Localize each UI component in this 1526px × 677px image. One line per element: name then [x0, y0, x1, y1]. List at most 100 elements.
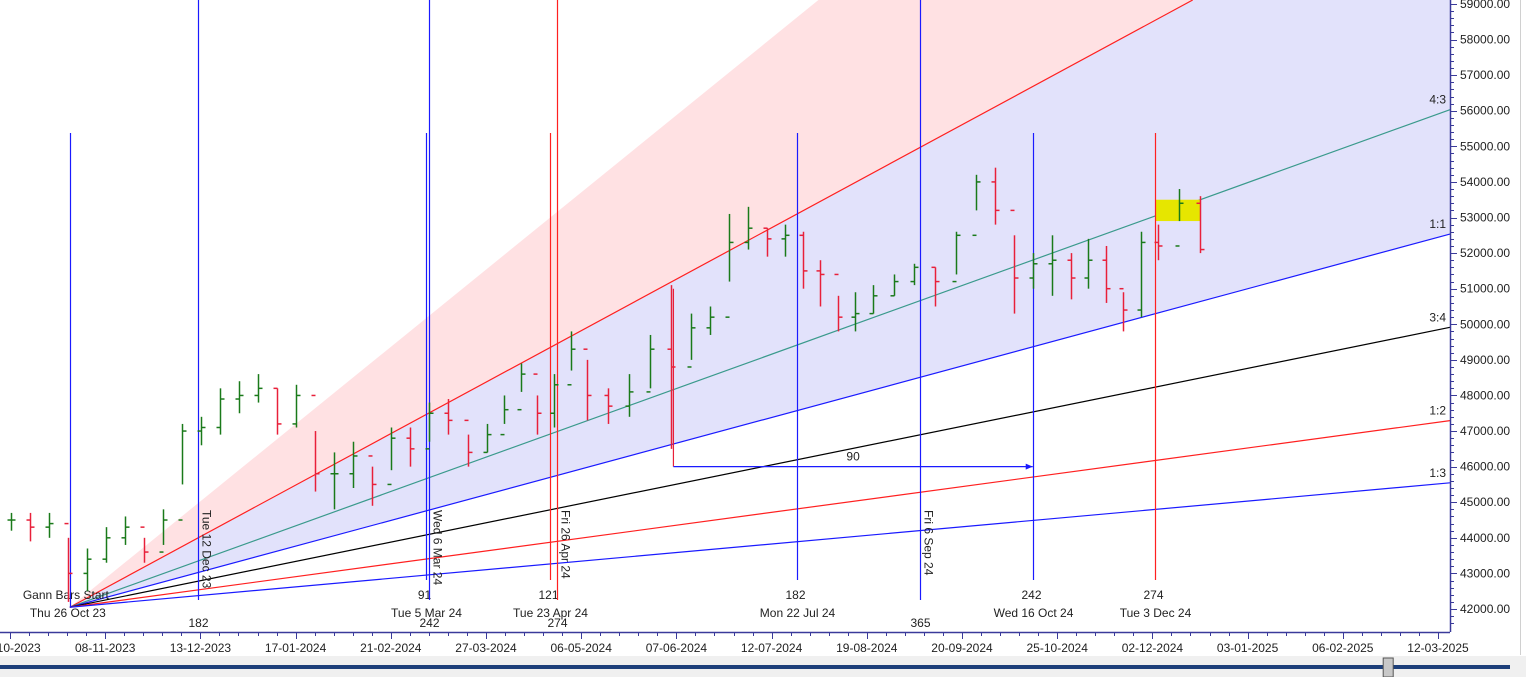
- ohlc-bar: [64, 522, 73, 602]
- y-tick-label: 46000.00: [1460, 460, 1510, 474]
- y-tick-label: 44000.00: [1460, 531, 1510, 545]
- ohlc-bar: [235, 381, 244, 414]
- ohlc-bar: [706, 306, 715, 335]
- x-tick-label: 07-06-2024: [646, 641, 708, 655]
- time-marker-count: 274: [547, 616, 567, 630]
- ohlc-bar: [972, 174, 981, 237]
- gann-fan-lines: 4:3 1:1 3:4 1:2 1:3: [69, 0, 1451, 608]
- highlight-box: [1155, 199, 1200, 222]
- y-axis: 42000.00 43000.00 44000.00 45000.00 46000.00…: [1449, 0, 1521, 655]
- ohlc-bar: [583, 348, 592, 421]
- ohlc-bar: [816, 260, 825, 307]
- ohlc-bar: [425, 402, 434, 450]
- x-tick-label: 25-10-2024: [1027, 641, 1089, 655]
- x-tick-label: 03-01-2025: [1217, 641, 1279, 655]
- price-bars: [7, 167, 1205, 602]
- ohlc-bar: [869, 285, 878, 315]
- x-tick-label: 08-11-2023: [75, 641, 136, 655]
- ohlc-bar: [910, 263, 919, 286]
- ohlc-bar: [500, 395, 509, 436]
- time-marker-count: 365: [910, 616, 930, 630]
- time-marker-date: Wed 16 Oct 24: [994, 606, 1074, 620]
- fan-line: [69, 109, 1451, 608]
- fan-line: [69, 326, 1451, 608]
- x-tick-label: 12-03-2025: [1407, 641, 1469, 655]
- fan-line: [69, 420, 1451, 608]
- ohlc-bar: [834, 273, 843, 332]
- ohlc-bar: [687, 313, 696, 368]
- time-marker-count: 242: [1021, 588, 1041, 602]
- ohlc-bar: [26, 512, 35, 542]
- ohlc-bar: [254, 374, 263, 403]
- time-marker-date: Tue 5 Mar 24: [391, 606, 462, 620]
- ohlc-bar: [83, 548, 92, 592]
- highlight-rect: [1155, 199, 1200, 222]
- x-tick-label: 06-02-2025: [1312, 641, 1374, 655]
- y-tick-label: 56000.00: [1460, 104, 1510, 118]
- x-tick-label: 19-08-2024: [836, 641, 898, 655]
- ohlc-bar: [1102, 245, 1111, 303]
- ohlc-bar: [159, 509, 168, 553]
- time-marker-date: Mon 22 Jul 24: [760, 606, 836, 620]
- y-tick-label: 47000.00: [1460, 424, 1510, 438]
- ohlc-bar: [952, 231, 961, 283]
- time-marker-date-vertical: Fri 6 Sep 24: [922, 510, 936, 576]
- y-tick-label: 48000.00: [1460, 388, 1510, 402]
- time-marker-date: Tue 3 Dec 24: [1120, 606, 1192, 620]
- ohlc-bar: [533, 373, 542, 435]
- time-marker-date: Tue 23 Apr 24: [513, 606, 588, 620]
- ohlc-bar: [567, 331, 576, 386]
- ohlc-bar: [1029, 253, 1038, 289]
- y-tick-label: 58000.00: [1460, 33, 1510, 47]
- ohlc-bar: [1137, 231, 1146, 318]
- arrow-head-icon: [1025, 463, 1033, 470]
- scrollbar-thumb[interactable]: [1382, 657, 1394, 677]
- x-tick-label: 12-07-2024: [741, 641, 803, 655]
- fan-fills: [69, 0, 1451, 608]
- ohlc-bar: [890, 274, 899, 297]
- ohlc-bar: [604, 388, 613, 424]
- fan-line-label: 3:4: [1429, 310, 1446, 324]
- ohlc-bar: [1154, 224, 1163, 261]
- ohlc-bar: [368, 455, 377, 506]
- time-arrow: 90: [672, 288, 1033, 470]
- x-tick-label: 21-02-2024: [360, 641, 422, 655]
- ohlc-bar: [550, 374, 559, 428]
- ohlc-bar: [1119, 287, 1128, 332]
- arrow-label: 90: [846, 450, 860, 464]
- fan-line: [69, 0, 1193, 608]
- ohlc-bar: [1175, 189, 1184, 247]
- ohlc-bar: [1084, 238, 1093, 289]
- ohlc-bar: [763, 227, 772, 257]
- ohlc-bar: [273, 387, 282, 435]
- y-tick-label: 45000.00: [1460, 495, 1510, 509]
- y-tick-label: 51000.00: [1460, 282, 1510, 296]
- time-marker-count: 121: [538, 588, 558, 602]
- time-marker-date-vertical: Wed 6 Mar 24: [431, 510, 445, 585]
- y-tick-label: 55000.00: [1460, 139, 1510, 153]
- horizontal-scrollbar[interactable]: [0, 656, 1526, 677]
- x-axis: 04-10-2023 08-11-2023 13-12-2023 17-01-2024…: [0, 631, 1469, 655]
- ohlc-bar: [45, 512, 54, 538]
- ohlc-bar: [121, 516, 130, 545]
- ohlc-bar: [1196, 196, 1205, 254]
- x-tick-label: 13-12-2023: [170, 641, 232, 655]
- ohlc-bar: [781, 224, 790, 257]
- ohlc-bar: [744, 206, 753, 250]
- time-marker-count: 91: [418, 588, 432, 602]
- scrollbar-rail: [0, 665, 1510, 669]
- x-tick-label: 17-01-2024: [265, 641, 327, 655]
- x-tick-label: 04-10-2023: [0, 641, 41, 655]
- y-tick-label: 43000.00: [1460, 566, 1510, 580]
- gann-start-label: Gann Bars Start: [23, 588, 110, 602]
- y-tick-label: 59000.00: [1460, 0, 1510, 11]
- ohlc-bar: [140, 526, 149, 563]
- ohlc-bar: [1010, 209, 1019, 314]
- ohlc-bar: [387, 427, 396, 486]
- time-marker-count: 182: [188, 616, 208, 630]
- x-tick-label: 20-09-2024: [931, 641, 993, 655]
- ohlc-bar: [330, 452, 339, 510]
- ohlc-bar: [725, 213, 734, 318]
- ohlc-bar: [851, 292, 860, 332]
